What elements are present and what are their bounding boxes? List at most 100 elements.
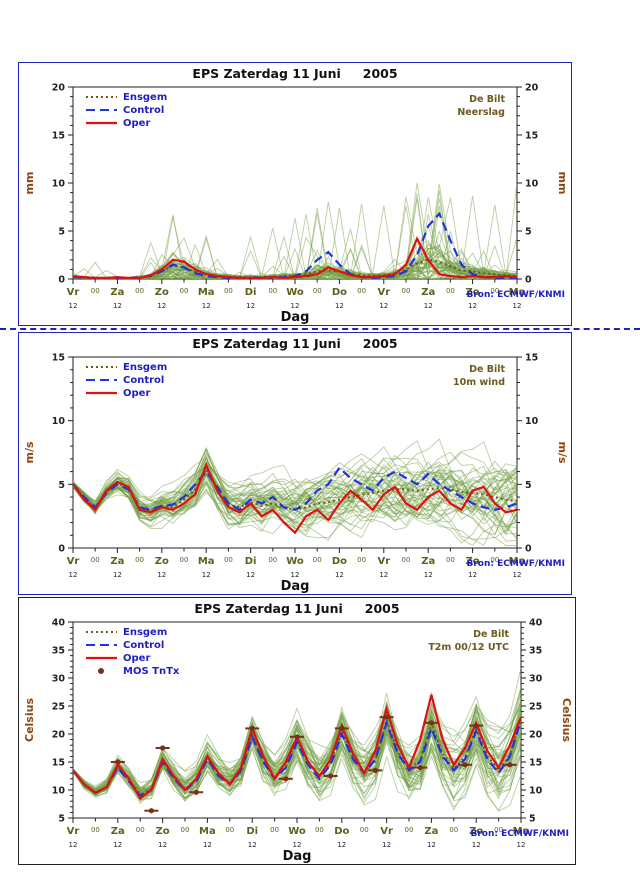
- svg-text:00: 00: [180, 556, 189, 564]
- legend-label: Oper: [123, 388, 150, 399]
- svg-text:00: 00: [135, 556, 144, 564]
- svg-text:Wo: Wo: [286, 287, 304, 298]
- svg-text:12: 12: [293, 841, 302, 849]
- svg-text:Wo: Wo: [288, 826, 306, 837]
- legend-label: Control: [123, 105, 164, 116]
- svg-text:00: 00: [357, 287, 366, 295]
- svg-text:Zo: Zo: [469, 826, 483, 837]
- svg-text:00: 00: [270, 826, 279, 834]
- legend-label: Ensgem: [123, 92, 167, 103]
- svg-text:12: 12: [513, 571, 522, 579]
- svg-text:12: 12: [158, 841, 167, 849]
- y-axis-title-left: Celsius: [23, 698, 36, 742]
- svg-text:00: 00: [402, 556, 411, 564]
- svg-text:12: 12: [379, 571, 388, 579]
- mos-tntx-points: [110, 714, 517, 814]
- svg-text:40: 40: [52, 618, 66, 629]
- svg-text:Zo: Zo: [466, 556, 480, 567]
- svg-text:Di: Di: [245, 556, 257, 567]
- series-area: [73, 667, 521, 814]
- svg-text:12: 12: [291, 571, 300, 579]
- svg-text:00: 00: [268, 556, 277, 564]
- svg-text:12: 12: [157, 302, 166, 310]
- svg-text:15: 15: [52, 758, 65, 769]
- svg-text:12: 12: [335, 302, 344, 310]
- svg-text:40: 40: [529, 618, 543, 629]
- svg-text:10: 10: [525, 416, 539, 427]
- svg-text:12: 12: [382, 841, 391, 849]
- svg-text:Ma: Ma: [509, 287, 526, 298]
- svg-text:00: 00: [91, 556, 100, 564]
- series-area: [73, 182, 517, 279]
- svg-text:12: 12: [246, 571, 255, 579]
- legend-label: Ensgem: [123, 627, 167, 638]
- variable-label: Neerslag: [457, 107, 505, 118]
- svg-text:20: 20: [525, 83, 539, 94]
- y-axis-tick-labels: 5 5 10 10 15 15 20 20 25 25 30 30 35 35 40 40: [52, 618, 543, 825]
- svg-text:15: 15: [529, 758, 542, 769]
- svg-text:Do: Do: [332, 287, 347, 298]
- series-control: [73, 466, 517, 512]
- svg-text:12: 12: [468, 571, 477, 579]
- svg-text:00: 00: [446, 556, 455, 564]
- svg-text:12: 12: [113, 302, 122, 310]
- svg-text:00: 00: [494, 826, 503, 834]
- variable-label: 10m wind: [453, 377, 505, 388]
- svg-text:Vr: Vr: [377, 287, 390, 298]
- station-label: De Bilt: [469, 94, 505, 105]
- y-axis-ticks: [68, 621, 526, 819]
- x-axis-title: Dag: [283, 849, 312, 864]
- svg-text:25: 25: [52, 702, 65, 713]
- svg-text:20: 20: [52, 83, 66, 94]
- legend: Ensgem Control Oper MOS TnTx: [86, 627, 180, 677]
- svg-text:10: 10: [52, 179, 66, 190]
- svg-text:25: 25: [529, 702, 542, 713]
- y-axis-tick-labels: 0 0 5 5 10 10 15 15 20 20: [52, 83, 539, 286]
- x-axis-ticks: [72, 818, 522, 823]
- svg-text:00: 00: [405, 826, 414, 834]
- svg-text:15: 15: [525, 131, 538, 142]
- legend-label: Control: [123, 640, 164, 651]
- svg-text:Ma: Ma: [198, 556, 215, 567]
- svg-text:Za: Za: [111, 826, 125, 837]
- svg-text:Di: Di: [246, 826, 258, 837]
- svg-text:12: 12: [246, 302, 255, 310]
- svg-text:0: 0: [525, 275, 532, 286]
- svg-text:20: 20: [529, 730, 543, 741]
- svg-text:00: 00: [91, 826, 100, 834]
- svg-text:15: 15: [525, 353, 538, 364]
- svg-text:Za: Za: [421, 556, 435, 567]
- svg-text:12: 12: [513, 302, 522, 310]
- svg-text:12: 12: [202, 302, 211, 310]
- source-label: Bron: ECMWF/KNMI: [466, 559, 565, 569]
- svg-text:12: 12: [113, 571, 122, 579]
- svg-text:5: 5: [525, 227, 532, 238]
- svg-text:Zo: Zo: [466, 287, 480, 298]
- svg-text:20: 20: [52, 730, 66, 741]
- svg-text:12: 12: [69, 302, 78, 310]
- svg-text:35: 35: [52, 646, 65, 657]
- svg-text:10: 10: [52, 416, 66, 427]
- svg-text:5: 5: [58, 227, 65, 238]
- svg-text:Ma: Ma: [513, 826, 530, 837]
- legend-label: MOS TnTx: [123, 666, 180, 677]
- svg-text:12: 12: [69, 841, 78, 849]
- svg-text:00: 00: [136, 826, 145, 834]
- source-label: Bron: ECMWF/KNMI: [470, 829, 569, 839]
- variable-label: T2m 00/12 UTC: [428, 642, 509, 653]
- svg-text:Zo: Zo: [156, 826, 170, 837]
- svg-text:12: 12: [517, 841, 526, 849]
- x-axis-tick-labels: Vr 12 00 Za 12 00 Zo 12 00 Ma 12 00 Di 12 00 Wo 12 00 Do 12…: [67, 556, 526, 579]
- svg-text:12: 12: [69, 571, 78, 579]
- svg-text:00: 00: [360, 826, 369, 834]
- svg-text:00: 00: [181, 826, 190, 834]
- svg-text:Vr: Vr: [67, 556, 80, 567]
- svg-text:00: 00: [313, 556, 322, 564]
- svg-text:10: 10: [529, 786, 543, 797]
- ensemble-members: [73, 438, 517, 547]
- svg-text:00: 00: [268, 287, 277, 295]
- precipitation-chart-panel: 0 0 5 5 10 10 15 15 20 20 Vr 12 00 Za 12 00 Zo 12 00 Ma 12 00…: [18, 62, 572, 326]
- svg-text:00: 00: [357, 556, 366, 564]
- svg-text:00: 00: [225, 826, 234, 834]
